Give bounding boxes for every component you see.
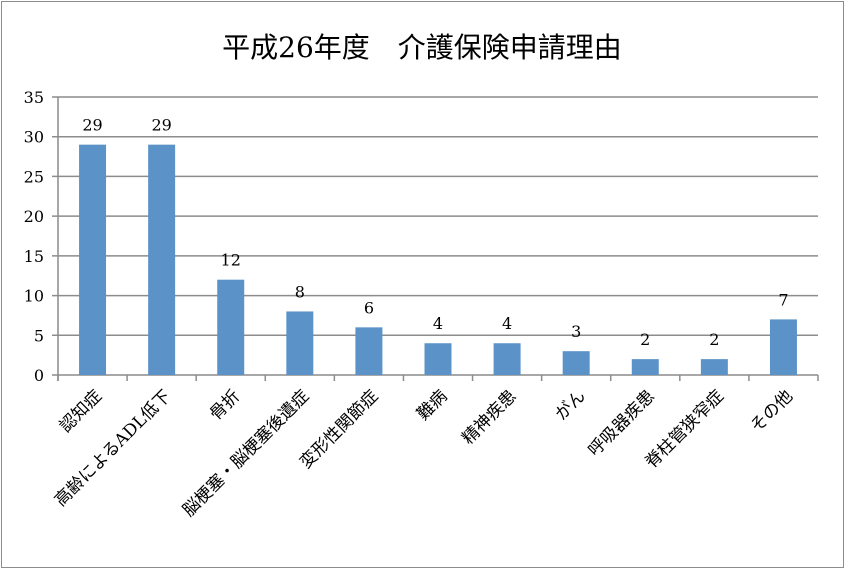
data-label: 2 <box>640 330 650 349</box>
bar <box>700 359 728 375</box>
y-tick-label: 0 <box>34 366 44 385</box>
data-label: 7 <box>778 290 788 309</box>
data-label: 6 <box>364 298 374 317</box>
bar <box>631 359 659 375</box>
x-tick-label: 認知症 <box>56 386 106 436</box>
bar <box>148 144 176 375</box>
x-tick-label: 高齢によるADL低下 <box>51 386 175 510</box>
bar <box>424 343 452 375</box>
x-tick-label: 精神疾患 <box>458 386 520 448</box>
data-label: 8 <box>295 282 305 301</box>
chart-title: 平成26年度 介護保険申請理由 <box>222 31 622 64</box>
y-tick-label: 5 <box>34 326 44 345</box>
y-tick-label: 15 <box>24 247 44 266</box>
data-label: 12 <box>221 251 241 270</box>
bar <box>355 327 383 375</box>
data-label: 3 <box>571 322 581 341</box>
bar <box>286 311 314 375</box>
data-label: 4 <box>433 314 443 333</box>
bar <box>217 279 245 375</box>
bar <box>493 343 521 375</box>
y-tick-label: 10 <box>24 287 44 306</box>
data-label: 2 <box>709 330 719 349</box>
data-label: 29 <box>151 116 171 135</box>
x-tick-label: 呼吸器疾患 <box>585 386 659 460</box>
data-label: 29 <box>82 116 102 135</box>
bar <box>562 351 590 375</box>
x-tick-label: がん <box>552 386 590 424</box>
data-label: 4 <box>502 314 512 333</box>
y-tick-label: 30 <box>24 128 44 147</box>
y-tick-label: 35 <box>24 88 44 107</box>
bar <box>769 319 797 375</box>
y-tick-label: 25 <box>24 167 44 186</box>
x-tick-label: 難病 <box>413 386 451 424</box>
x-tick-label: その他 <box>747 386 797 436</box>
x-tick-label: 脳梗塞・脳梗塞後遺症 <box>179 386 313 520</box>
bar <box>79 144 107 375</box>
x-tick-label: 骨折 <box>206 386 244 424</box>
y-tick-label: 20 <box>24 207 44 226</box>
